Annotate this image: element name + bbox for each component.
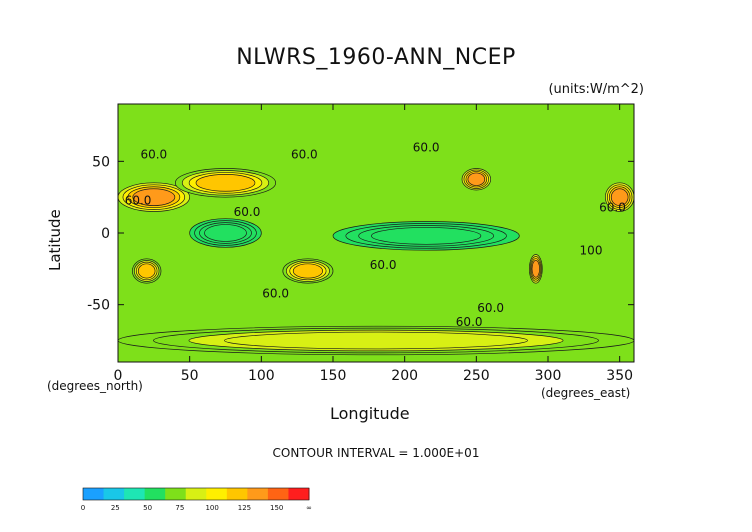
x-tick-label: 150 <box>320 368 347 384</box>
contour-label: 60.0 <box>234 205 261 219</box>
x-tick-label: 0 <box>114 368 123 384</box>
heatmap-field: 60.0 60.060.060.060.060.060.060.010060.06… <box>118 104 634 362</box>
x-tick-label: 250 <box>463 368 490 384</box>
y-axis-note: (degrees_east) <box>541 386 631 400</box>
colorbar-swatch <box>206 488 228 500</box>
field-feature-andes <box>531 260 540 278</box>
field-feature-arabia_asia <box>195 174 256 192</box>
field-feature-north_america <box>467 172 486 186</box>
contour-label: 60.0 <box>262 287 289 301</box>
contour-label: 60.0 <box>370 258 397 272</box>
colorbar-tick-label: 25 <box>111 504 120 512</box>
contour-label: 60.0 <box>291 147 318 161</box>
colorbar-tick-label: 125 <box>238 504 251 512</box>
colorbar-tick-label: ∞ <box>306 504 312 512</box>
colorbar: 0 25 50 75 100 125 150 ∞ <box>81 487 312 512</box>
contour-interval: CONTOUR INTERVAL = 1.000E+01 <box>272 446 480 460</box>
colorbar-frame <box>82 487 310 501</box>
colorbar-swatch <box>288 488 310 500</box>
x-tick-label: 300 <box>535 368 562 384</box>
units-label: (units:W/m^2) <box>548 82 644 97</box>
axes: 0 50 100 150 200 250 300 350 -50 0 50 <box>87 103 635 384</box>
field-feature-australia <box>292 263 324 279</box>
contour-label: 60.0 <box>477 301 504 315</box>
colorbar-swatch <box>185 488 207 500</box>
contour-label: 60.0 <box>140 147 167 161</box>
field-feature-south_africa <box>137 263 156 279</box>
y-tick-label: 50 <box>92 154 110 170</box>
colorbar-tick-label: 50 <box>143 504 152 512</box>
y-tick-label: 0 <box>101 226 110 242</box>
field-feature-north_africa <box>132 188 176 206</box>
x-tick-label: 350 <box>606 368 633 384</box>
colorbar-swatch <box>144 488 166 500</box>
x-axis-label: Longitude <box>330 404 410 423</box>
x-tick-label: 100 <box>248 368 275 384</box>
colorbar-tick-label: 150 <box>270 504 283 512</box>
colorbar-swatch <box>247 488 269 500</box>
field-feature-tropical_pacific <box>371 227 482 245</box>
contour-label: 100 <box>580 244 603 258</box>
field-feature-tropical_indian <box>204 224 247 242</box>
contour-label: 60.0 <box>456 315 483 329</box>
x-tick-label: 50 <box>181 368 199 384</box>
colorbar-swatch <box>103 488 125 500</box>
colorbar-swatch <box>83 488 105 500</box>
x-axis-note: (degrees_north) <box>47 379 143 393</box>
contour-label: 60.0 <box>599 201 626 215</box>
field-feature-antarctic_coast <box>224 331 528 350</box>
colorbar-swatch <box>165 488 187 500</box>
colorbar-tick-label: 0 <box>81 504 85 512</box>
contour-label: 60.0 <box>125 193 152 207</box>
x-tick-label: 200 <box>391 368 418 384</box>
field-feature-sahara_east <box>610 188 629 206</box>
y-tick-label: -50 <box>87 298 110 314</box>
colorbar-swatch <box>267 488 289 500</box>
contour-label: 60.0 <box>413 140 440 154</box>
chart-title: NLWRS_1960-ANN_NCEP <box>236 45 516 70</box>
colorbar-swatch <box>226 488 248 500</box>
colorbar-tick-label: 75 <box>175 504 184 512</box>
colorbar-tick-label: 100 <box>205 504 218 512</box>
colorbar-swatch <box>124 488 146 500</box>
